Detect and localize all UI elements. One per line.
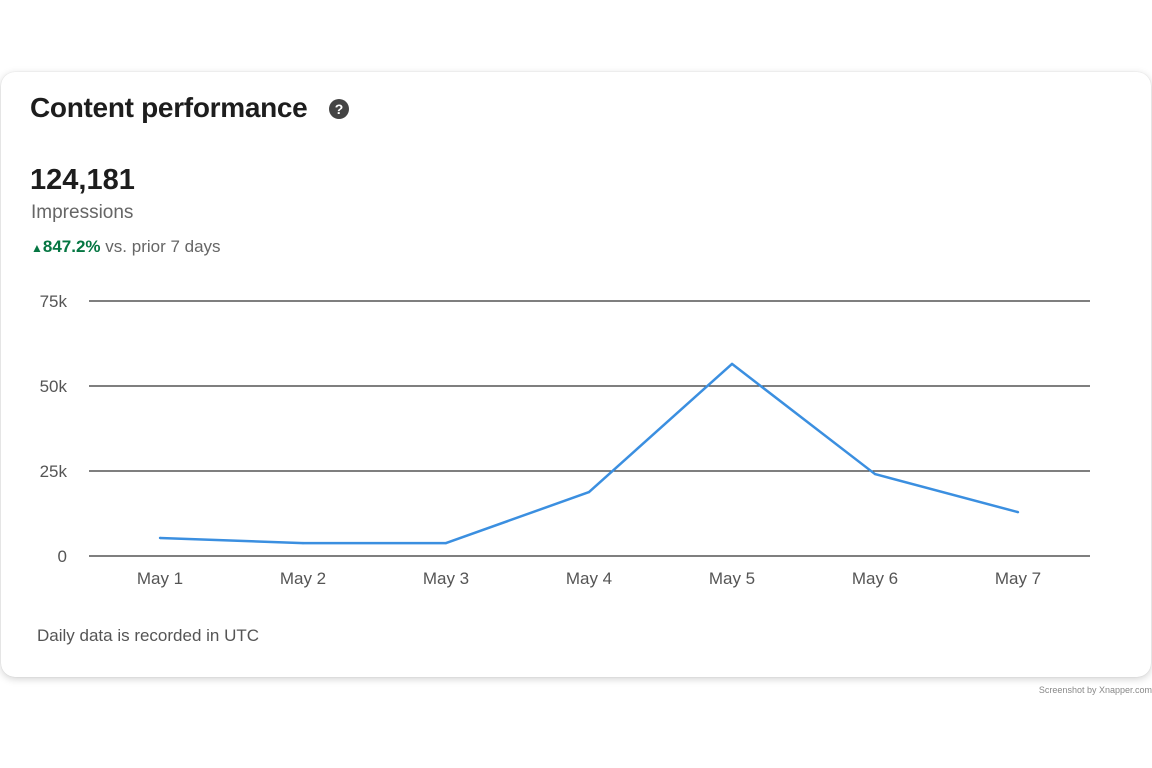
y-tick-label: 75k <box>40 292 68 311</box>
data-point <box>158 536 162 540</box>
data-point <box>873 472 877 476</box>
x-tick-label: May 4 <box>566 569 612 588</box>
data-point <box>1016 510 1020 514</box>
y-tick-label: 50k <box>40 377 68 396</box>
y-tick-label: 0 <box>58 547 67 566</box>
impressions-label: Impressions <box>31 202 134 223</box>
x-tick-label: May 7 <box>995 569 1041 588</box>
impressions-value: 124,181 <box>30 164 135 196</box>
x-tick-label: May 3 <box>423 569 469 588</box>
triangle-up-icon: ▲ <box>31 241 43 255</box>
data-point <box>444 541 448 545</box>
x-tick-label: May 1 <box>137 569 183 588</box>
data-point <box>587 490 591 494</box>
data-point <box>730 362 734 366</box>
footnote: Daily data is recorded in UTC <box>37 626 260 645</box>
x-tick-label: May 2 <box>280 569 326 588</box>
impressions-line <box>159 362 1019 545</box>
x-tick-label: May 5 <box>709 569 755 588</box>
y-tick-label: 25k <box>40 462 68 481</box>
change-indicator: ▲847.2% vs. prior 7 days <box>31 237 221 257</box>
watermark: Screenshot by Xnapper.com <box>1038 685 1152 695</box>
x-tick-label: May 6 <box>852 569 898 588</box>
content-performance-card <box>1 72 1151 677</box>
data-point <box>301 541 305 545</box>
card-title: Content performance <box>30 92 308 123</box>
change-text: vs. prior 7 days <box>105 237 221 256</box>
question-circle-icon[interactable]: ? <box>329 99 349 119</box>
change-value: 847.2% <box>42 237 101 256</box>
